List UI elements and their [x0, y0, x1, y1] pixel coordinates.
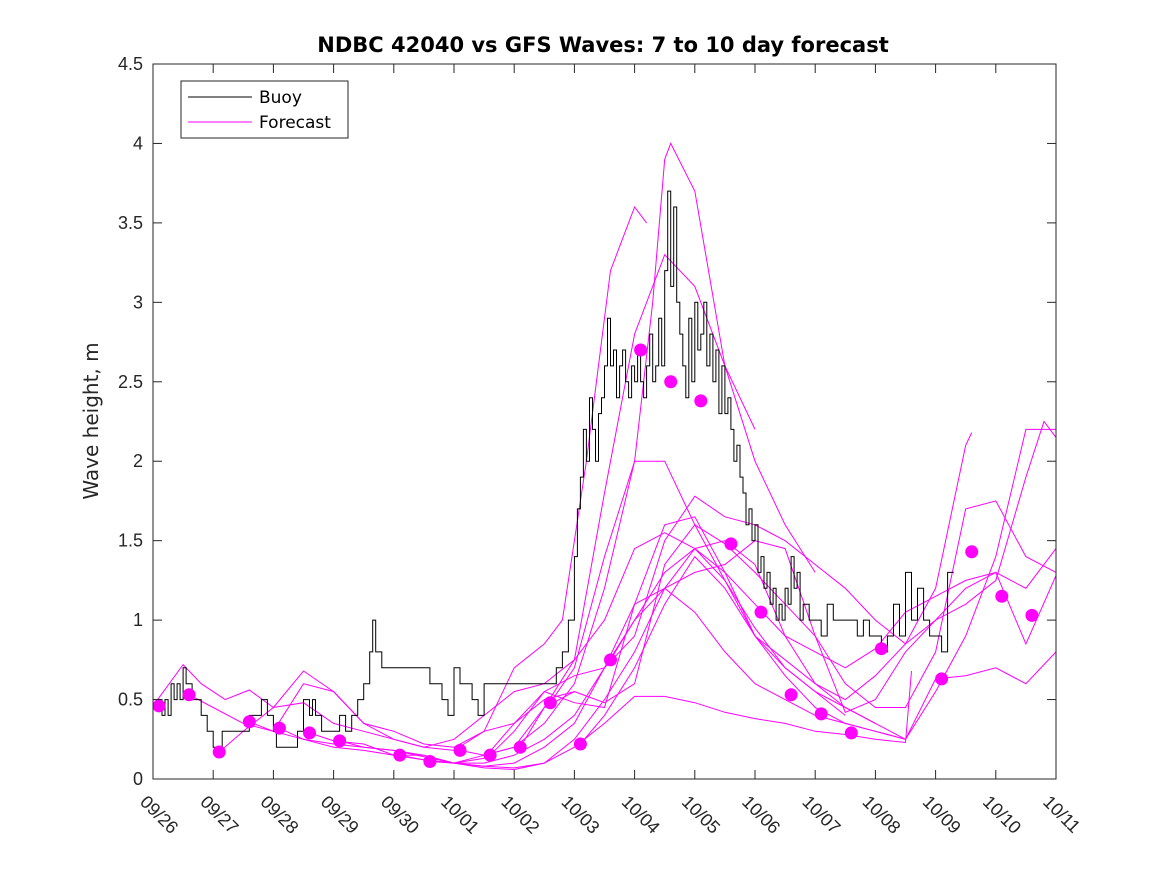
- forecast-marker: [634, 343, 648, 357]
- legend-forecast-label: Forecast: [259, 113, 331, 133]
- forecast-marker: [423, 755, 437, 769]
- forecast-marker: [724, 537, 738, 551]
- y-tick-label: 2: [133, 451, 143, 471]
- axes: [152, 63, 1057, 780]
- forecast-marker: [242, 715, 256, 729]
- forecast-marker: [152, 699, 166, 713]
- forecast-marker: [272, 721, 286, 735]
- legend-box: [180, 80, 349, 139]
- buoy-line: [153, 190, 954, 748]
- forecast-marker: [1025, 608, 1039, 622]
- forecast-marker: [303, 726, 317, 740]
- forecast-marker: [844, 726, 858, 740]
- forecast-marker: [694, 394, 708, 408]
- forecast-line-2: [188, 205, 647, 748]
- forecast-line-5: [279, 516, 846, 764]
- forecast-line-4: [249, 142, 816, 764]
- y-tick-label: 1.5: [118, 531, 143, 551]
- forecast-marker: [995, 589, 1009, 603]
- forecast-marker: [333, 734, 347, 748]
- forecast-marker: [543, 696, 557, 710]
- plot-area: [153, 64, 1056, 779]
- forecast-line-1: [152, 663, 575, 751]
- forecast-marker: [754, 605, 768, 619]
- forecast-line-13: [549, 460, 1057, 703]
- legend: Buoy Forecast: [180, 80, 349, 139]
- chart-title: NDBC 42040 vs GFS Waves: 7 to 10 day for…: [317, 33, 888, 57]
- y-tick-labels: 0 0.5 1 1.5 2 2.5 3 3.5 4 4.5: [118, 54, 143, 789]
- forecast-marker: [935, 672, 949, 686]
- forecast-marker: [814, 707, 828, 721]
- y-tick-label: 3.5: [118, 213, 143, 233]
- y-tick-label: 0: [133, 769, 143, 789]
- y-tick-label: 4: [133, 133, 143, 153]
- legend-buoy-label: Buoy: [259, 88, 302, 108]
- forecast-marker: [393, 748, 407, 762]
- forecast-line-15: [610, 428, 1056, 740]
- axes-box: [152, 63, 1057, 780]
- y-tick-label: 3: [133, 292, 143, 312]
- forecast-line-14: [580, 555, 1057, 745]
- forecast-marker: [784, 688, 798, 702]
- forecast-line-11: [489, 420, 1057, 756]
- forecast-marker: [874, 642, 888, 656]
- buoy-line-group: [153, 190, 954, 748]
- forecast-line-9: [429, 432, 973, 764]
- forecast-markers: [152, 343, 1039, 769]
- y-tick-label: 4.5: [118, 54, 143, 74]
- y-tick-label: 0.5: [118, 690, 143, 710]
- y-tick-label: 2.5: [118, 372, 143, 392]
- forecast-line-12: [519, 532, 1057, 748]
- forecast-marker: [573, 737, 587, 751]
- forecast-marker: [513, 740, 527, 754]
- forecast-marker: [483, 748, 497, 762]
- forecast-marker: [965, 545, 979, 559]
- forecast-marker: [182, 688, 196, 702]
- y-axis-label: Wave height, m: [79, 342, 103, 499]
- y-tick-label: 1: [133, 610, 143, 630]
- forecast-marker: [453, 743, 467, 757]
- forecast-marker: [604, 653, 618, 667]
- forecast-marker: [212, 745, 226, 759]
- forecast-marker: [664, 375, 678, 389]
